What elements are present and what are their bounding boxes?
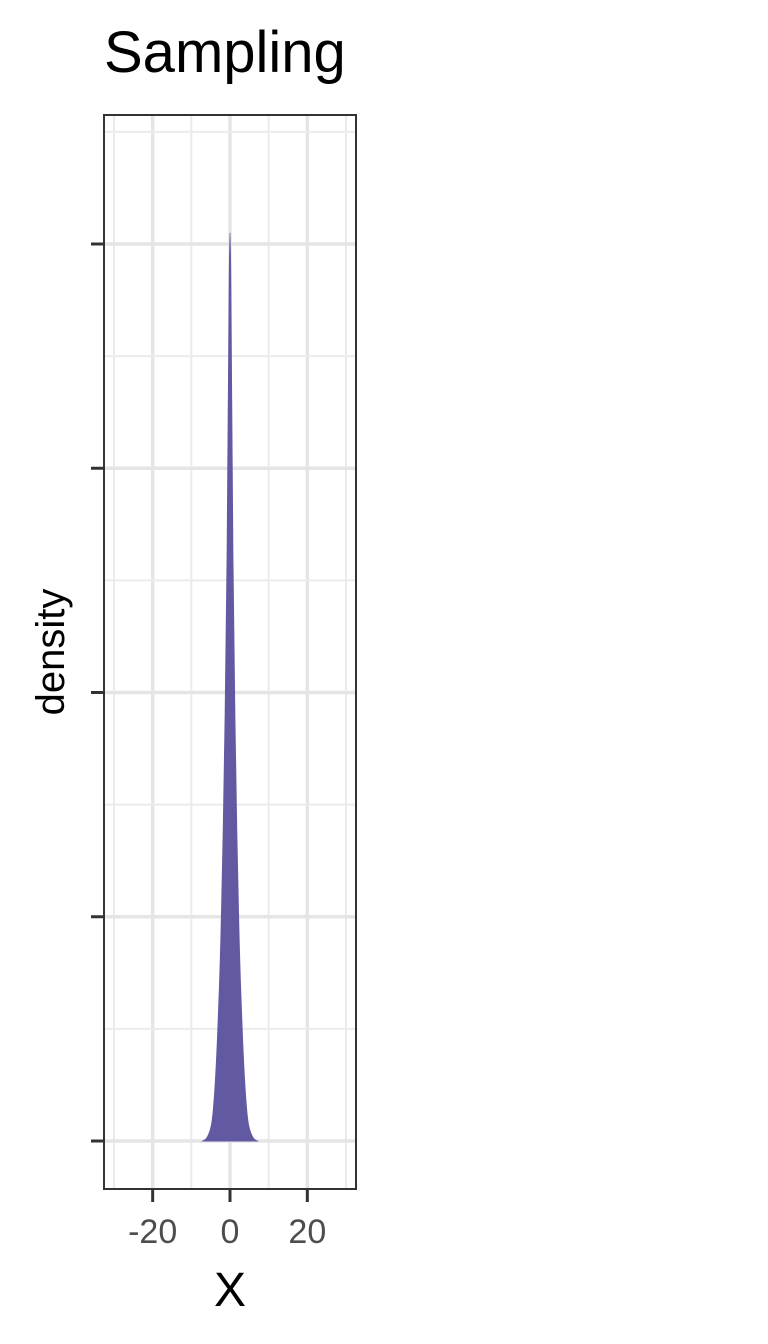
chart-title: Sampling <box>104 20 346 85</box>
axis-ticks: -20 0 20 <box>91 242 326 1251</box>
x-axis-title: X <box>214 1264 246 1317</box>
density-area-layer <box>201 232 259 1142</box>
x-tick-label: 0 <box>221 1213 240 1251</box>
x-tick-label: 20 <box>288 1213 326 1251</box>
x-tick-label: -20 <box>128 1213 177 1251</box>
density-area <box>201 232 259 1142</box>
y-axis-title: density <box>29 589 73 716</box>
